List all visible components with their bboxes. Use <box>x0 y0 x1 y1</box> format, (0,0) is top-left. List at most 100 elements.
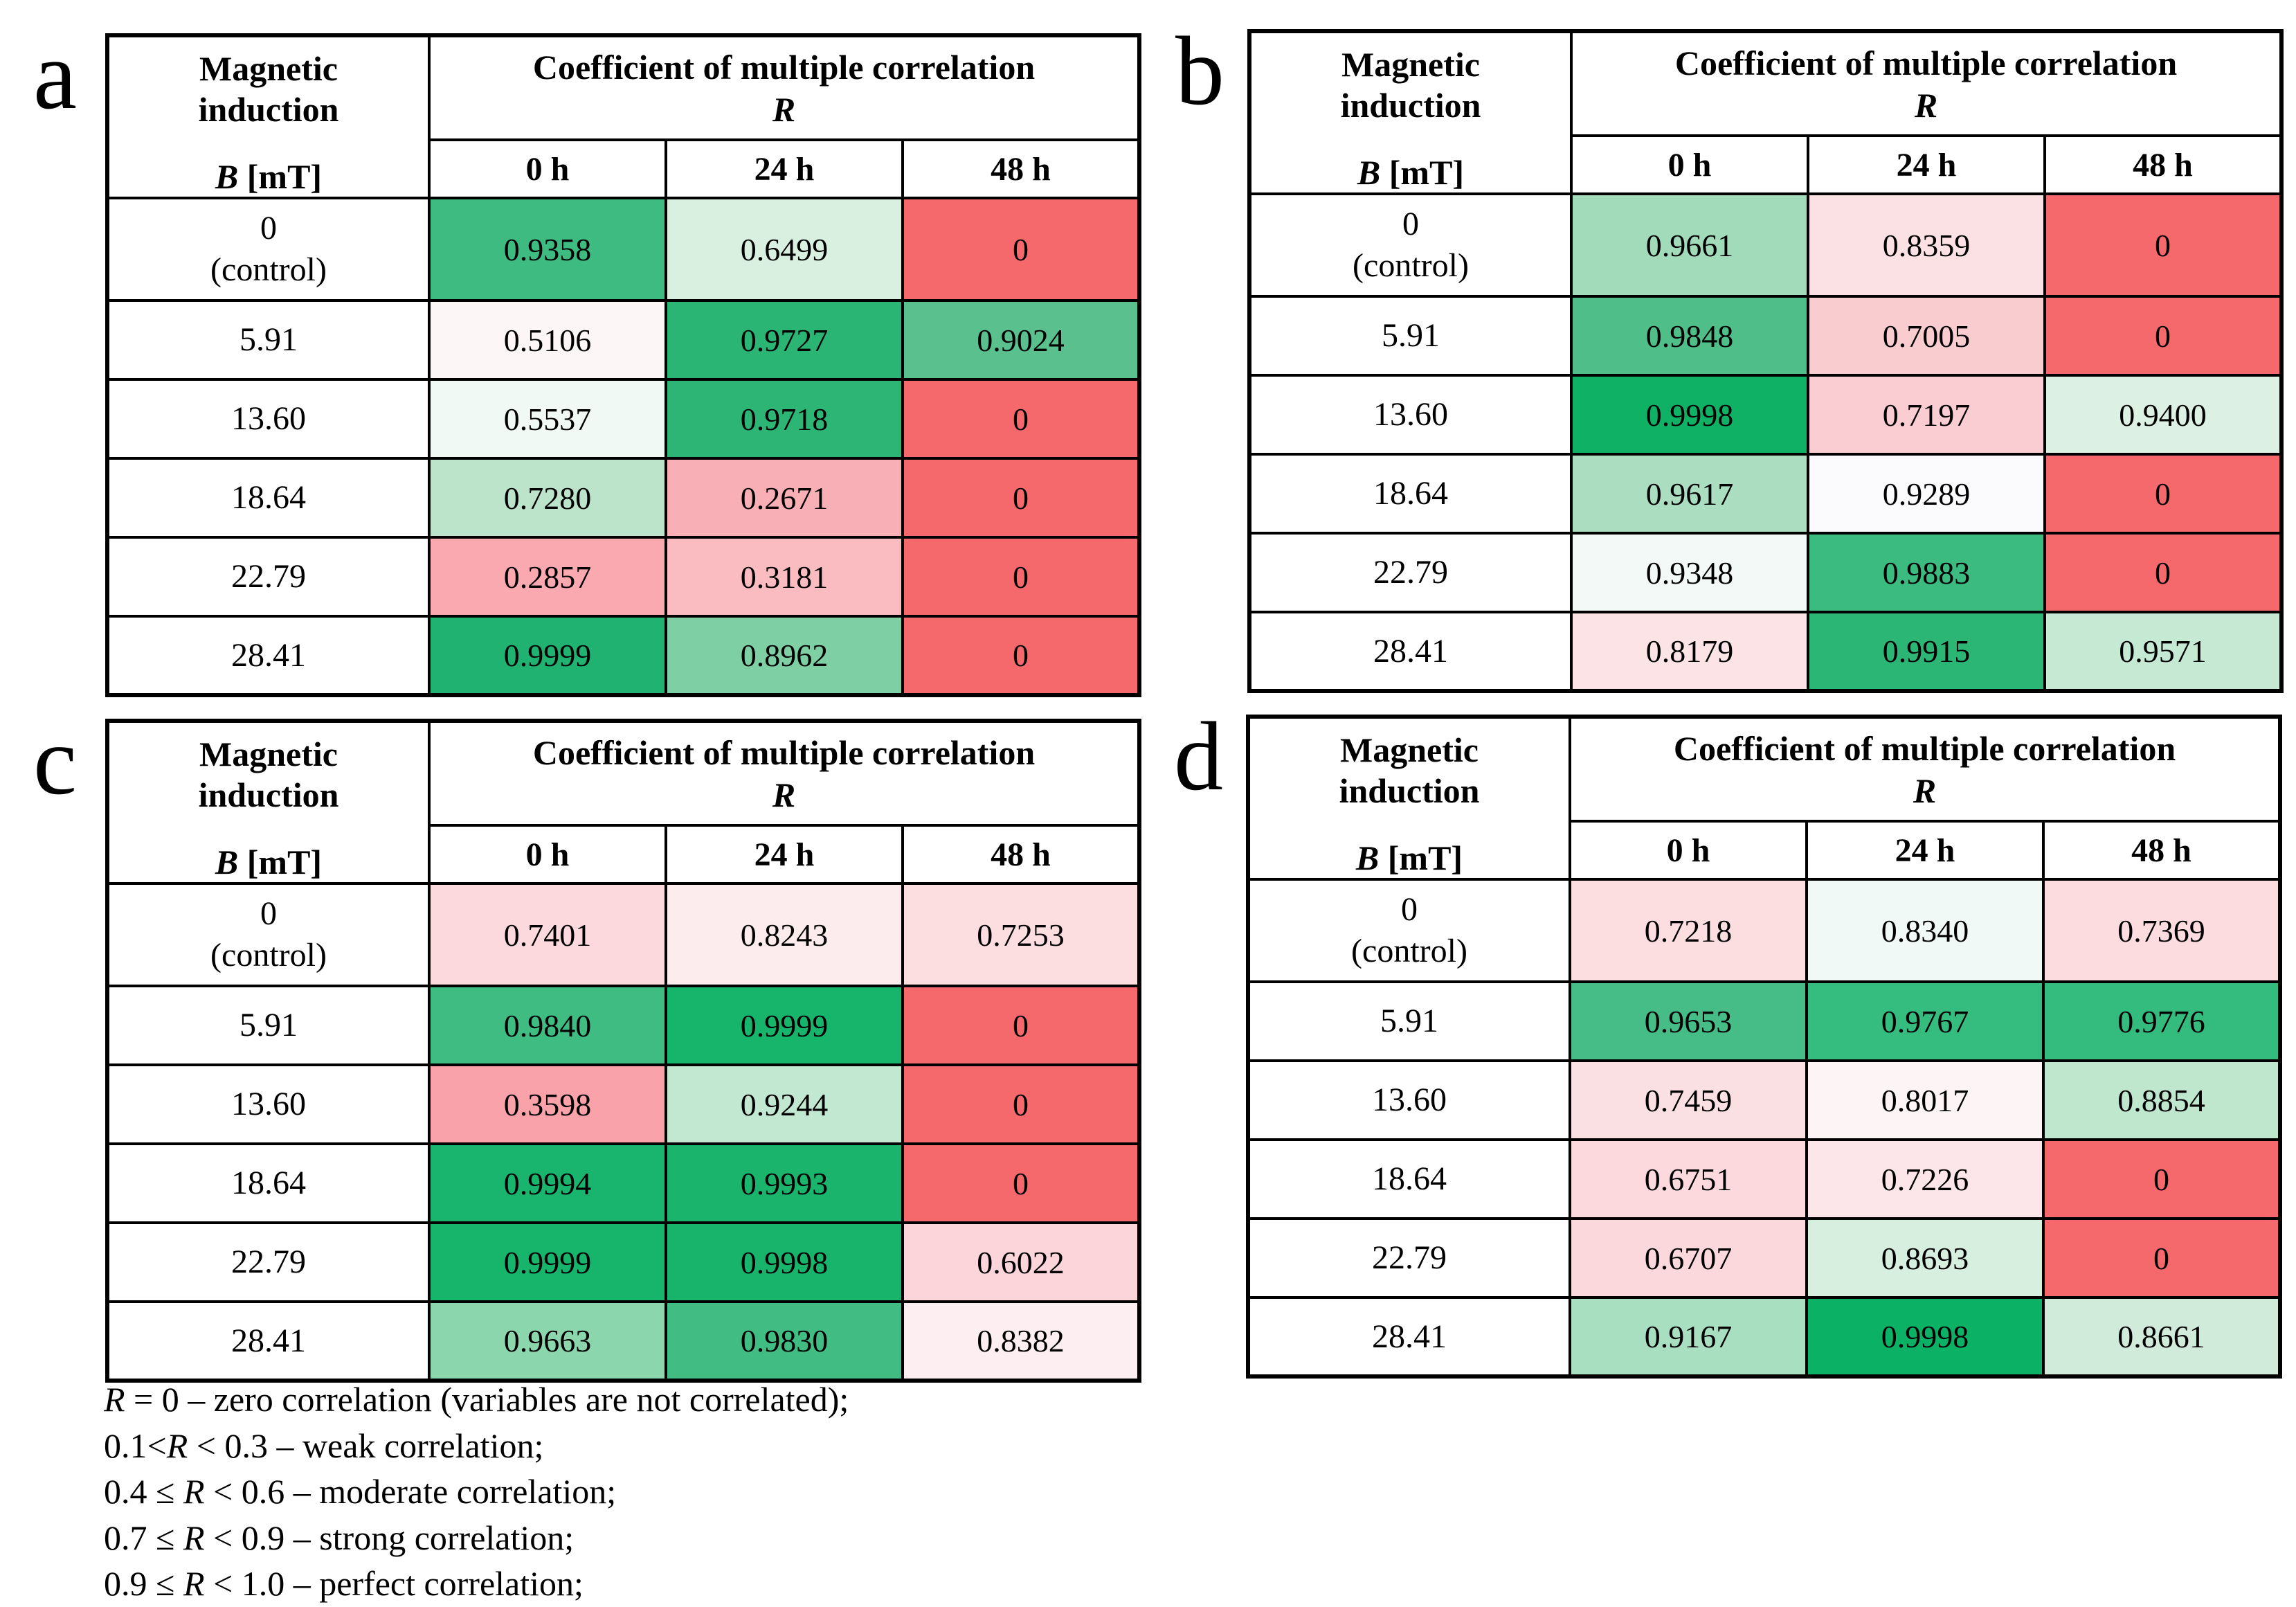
coefficient-title: Coefficient of multiple correlation R <box>1568 715 2282 823</box>
heatmap-cell: 0.9358 <box>428 197 667 302</box>
heatmap-cell: 0.9999 <box>428 615 667 697</box>
heatmap-cell: 0.3181 <box>665 536 904 618</box>
heatmap-cell: 0.9718 <box>665 378 904 460</box>
heatmap-cell: 0.9767 <box>1805 980 2045 1062</box>
table-row: 22.79 0.2857 0.3181 0 <box>106 536 1141 618</box>
correlation-table-panel-d: d Magnetic induction B [mT] Coefficient … <box>1174 707 2283 1379</box>
heatmap-cell: 0.9994 <box>428 1142 667 1224</box>
heatmap-cell: 0.7197 <box>1807 374 2046 456</box>
heatmap-cell: 0 <box>901 1142 1141 1224</box>
legend-line: 0.1<R < 0.3 – weak correlation; <box>104 1426 544 1465</box>
hour-col-header: 24 h <box>665 824 904 885</box>
row-label: 18.64 <box>1248 453 1573 535</box>
hour-col-header: 48 h <box>2041 820 2282 881</box>
heatmap-cell: 0.6751 <box>1569 1138 1808 1220</box>
table-row: 18.64 0.9994 0.9993 0 <box>106 1142 1141 1224</box>
hour-header-row: 0 h 24 h 48 h <box>107 824 1141 885</box>
row-label: 18.64 <box>1247 1138 1571 1220</box>
row-label: 0 (control) <box>1248 192 1573 298</box>
heatmap-cell: 0.6499 <box>665 197 904 302</box>
table-row: 5.91 0.9653 0.9767 0.9776 <box>1247 980 2282 1062</box>
heatmap-cell: 0.9830 <box>665 1300 904 1382</box>
table-row: 13.60 0.5537 0.9718 0 <box>106 378 1141 460</box>
row-label: 28.41 <box>1248 611 1573 692</box>
heatmap-cell: 0.9915 <box>1807 611 2046 692</box>
correlation-legend: R = 0 – zero correlation (variables are … <box>104 1376 1281 1607</box>
table-row: 18.64 0.7280 0.2671 0 <box>106 457 1141 539</box>
heatmap-cell: 0.8017 <box>1805 1059 2045 1141</box>
table-row: 18.64 0.6751 0.7226 0 <box>1247 1138 2282 1220</box>
coefficient-title-text: Coefficient of multiple correlation <box>1674 43 2178 82</box>
table-row: 13.60 0.3598 0.9244 0 <box>106 1063 1141 1145</box>
coefficient-title: Coefficient of multiple correlation R <box>1569 29 2284 138</box>
legend-line: 0.9 ≤ R < 1.0 – perfect correlation; <box>104 1564 584 1603</box>
row-label: 28.41 <box>106 1300 431 1382</box>
b-mt-label: B [mT] <box>1355 838 1463 877</box>
correlation-table-panel-a: a Magnetic induction B [mT] Coefficient … <box>33 20 1142 697</box>
coefficient-r-symbol: R <box>772 90 796 129</box>
hour-col-header: 24 h <box>665 138 904 199</box>
heatmap-cell: 0.9244 <box>665 1063 904 1145</box>
heatmap-cell: 0.8962 <box>665 615 904 697</box>
magnetic-induction-label: Magnetic induction <box>1340 45 1481 125</box>
heatmap-cell: 0.8693 <box>1805 1217 2045 1299</box>
table-row: 18.64 0.9617 0.9289 0 <box>1248 453 2284 535</box>
panel-letter: c <box>33 706 78 815</box>
correlation-table-panel-c: c Magnetic induction B [mT] Coefficient … <box>33 706 1142 1383</box>
hour-col-header: 0 h <box>1570 134 1809 195</box>
table-row: 13.60 0.7459 0.8017 0.8854 <box>1247 1059 2282 1141</box>
heatmap-cell: 0.8179 <box>1570 611 1809 692</box>
table-row: 22.79 0.9348 0.9883 0 <box>1248 532 2284 613</box>
heatmap-cell: 0.9848 <box>1570 295 1809 377</box>
heatmap-cell: 0.9024 <box>901 299 1141 381</box>
panel-letter: a <box>33 20 78 129</box>
heatmap-cell: 0.8661 <box>2041 1296 2282 1378</box>
table-row: 28.41 0.9663 0.9830 0.8382 <box>106 1300 1141 1382</box>
table-row: 5.91 0.5106 0.9727 0.9024 <box>106 299 1141 381</box>
row-label: 28.41 <box>106 615 431 697</box>
row-label: 22.79 <box>106 1221 431 1303</box>
heatmap-cell: 0 <box>2041 1138 2282 1220</box>
row-label: 5.91 <box>1248 295 1573 377</box>
heatmap-cell: 0 <box>901 457 1141 539</box>
hour-header-row: 0 h 24 h 48 h <box>1248 820 2282 881</box>
heatmap-cell: 0.8854 <box>2041 1059 2282 1141</box>
heatmap-cell: 0.9999 <box>665 985 904 1066</box>
heatmap-cell: 0.9348 <box>1570 532 1809 613</box>
row-label: 18.64 <box>106 457 431 539</box>
row-label: 0 (control) <box>106 882 431 987</box>
legend-line: 0.7 ≤ R < 0.9 – strong correlation; <box>104 1518 575 1557</box>
heatmap-cell: 0.3598 <box>428 1063 667 1145</box>
row-label: 0 (control) <box>1247 878 1571 983</box>
heatmap-cell: 0.9167 <box>1569 1296 1808 1378</box>
magnetic-induction-header: Magnetic induction B [mT] <box>1247 715 1571 881</box>
hour-col-header: 48 h <box>901 824 1141 885</box>
magnetic-induction-label: Magnetic induction <box>198 735 339 814</box>
row-label: 22.79 <box>1248 532 1573 613</box>
heatmap-cell: 0 <box>2043 192 2284 298</box>
magnetic-induction-header: Magnetic induction B [mT] <box>106 719 431 885</box>
heatmap-cell: 0.9840 <box>428 985 667 1066</box>
row-label: 18.64 <box>106 1142 431 1224</box>
heatmap-cell: 0.9993 <box>665 1142 904 1224</box>
coefficient-title: Coefficient of multiple correlation R <box>427 719 1141 827</box>
coefficient-r-symbol: R <box>1913 771 1937 811</box>
row-label: 5.91 <box>106 985 431 1066</box>
legend-line: R = 0 – zero correlation (variables are … <box>104 1380 849 1419</box>
heatmap-cell: 0 <box>2043 532 2284 613</box>
heatmap-cell: 0 <box>901 1063 1141 1145</box>
heatmap-cell: 0.7459 <box>1569 1059 1808 1141</box>
coefficient-r-symbol: R <box>772 775 796 815</box>
correlation-table: Magnetic induction B [mT] Coefficient of… <box>105 719 1142 1383</box>
legend-line: 0.4 ≤ R < 0.6 – moderate correlation; <box>104 1472 617 1511</box>
heatmap-cell: 0.9571 <box>2043 611 2284 692</box>
magnetic-induction-header: Magnetic induction B [mT] <box>106 34 431 199</box>
table-row: 0 (control) 0.9358 0.6499 0 <box>106 197 1141 302</box>
magnetic-induction-label: Magnetic induction <box>1339 730 1480 810</box>
heatmap-cell: 0 <box>901 985 1141 1066</box>
heatmap-cell: 0.8382 <box>901 1300 1141 1382</box>
row-label: 28.41 <box>1247 1296 1571 1378</box>
correlation-table: Magnetic induction B [mT] Coefficient of… <box>105 33 1142 697</box>
row-label: 0 (control) <box>106 197 431 302</box>
coefficient-title-text: Coefficient of multiple correlation <box>532 733 1036 772</box>
